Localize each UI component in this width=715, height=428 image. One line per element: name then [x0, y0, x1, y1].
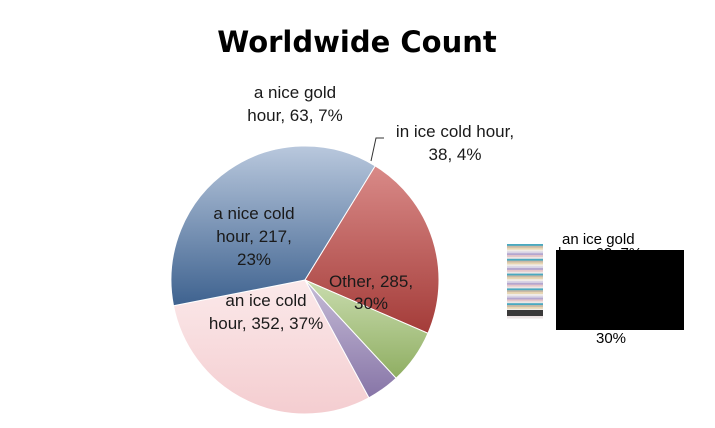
legend-swatch [507, 288, 543, 291]
legend-swatch [507, 310, 543, 316]
pie-slice-a-nice-cold-hour [304, 165, 440, 334]
legend-swatch [507, 271, 543, 275]
legend-swatch [507, 282, 543, 286]
legend-swatch [507, 277, 543, 280]
legend-swatch [507, 292, 543, 295]
legend-swatch [507, 256, 543, 260]
legend-swatch [507, 279, 543, 282]
legend-swatch [507, 253, 543, 256]
legend-swatch [507, 301, 543, 304]
legend-swatch [507, 303, 543, 306]
legend-swatch [507, 295, 543, 299]
legend-swatch [507, 255, 543, 258]
legend-swatch [507, 266, 543, 269]
legend-overlap-block [556, 250, 684, 330]
legend-swatch [507, 264, 543, 267]
legend-entry: 30% [596, 330, 626, 347]
legend-swatch [507, 290, 543, 293]
slice-labels: Other, 285, 30%an ice cold hour, 352, 37% a… [209, 83, 514, 333]
pie-slices [170, 145, 440, 415]
legend-swatch [507, 262, 543, 265]
legend-swatch [507, 269, 543, 273]
legend-entry: hour, 63, 7% [558, 245, 642, 262]
legend-swatch [507, 284, 543, 288]
pie-slice-in-ice-cold-hour [304, 279, 397, 399]
legend-swatch [507, 249, 543, 252]
legend-swatch [507, 305, 543, 308]
legend-swatch [507, 293, 543, 297]
legend-swatch [507, 286, 543, 289]
slice-label: an ice cold hour, 352, 37% [209, 291, 323, 333]
legend-swatch [507, 260, 543, 264]
legend-swatch [507, 306, 543, 310]
slice-label: Other, 285, 30% [329, 272, 413, 313]
legend-swatch [507, 247, 543, 251]
legend-entry: hour, 63, 7% [560, 307, 644, 324]
legend-swatch [507, 258, 543, 262]
legend-swatch [507, 268, 543, 271]
legend-swatch [507, 308, 543, 312]
legend-swatch [507, 244, 543, 247]
slice-label: a nice gold hour, 63, 7% [247, 83, 342, 125]
legend-swatch [507, 275, 543, 278]
legend-swatch [507, 281, 543, 284]
legend-swatch [507, 297, 543, 301]
pie-slice-an-ice-cold-hour [170, 145, 376, 307]
legend-entry: an ice gold [562, 231, 635, 248]
legend-swatch [507, 316, 543, 319]
legend-swatch [507, 299, 543, 302]
slice-label: in ice cold hour, 38, 4% [396, 122, 514, 164]
leader-line [370, 137, 384, 162]
slice-label: a nice cold hour, 217, 23% [213, 204, 294, 269]
pie-slice-other [172, 279, 370, 415]
chart-title: Worldwide Count [217, 25, 497, 59]
legend-swatch [507, 251, 543, 254]
legend-swatch [507, 273, 543, 277]
legend-swatch [507, 245, 543, 249]
